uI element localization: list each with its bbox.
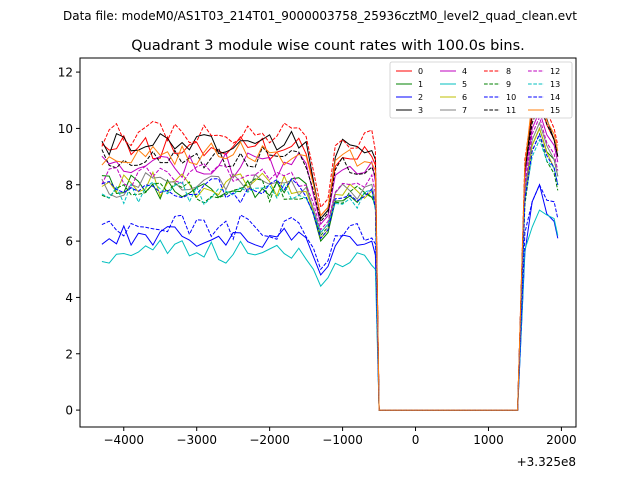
y-tick-label: 4: [65, 291, 73, 305]
legend-label: 0: [418, 67, 423, 76]
x-tick-label: −3000: [176, 433, 217, 447]
legend-label: 2: [418, 93, 423, 102]
legend-label: 1: [418, 80, 423, 89]
series-line-9: [101, 132, 559, 411]
series-line-6: [101, 126, 559, 411]
legend-label: 9: [506, 80, 511, 89]
y-tick-label: 12: [58, 66, 73, 80]
legend-label: 11: [506, 106, 516, 115]
legend-label: 14: [550, 93, 560, 102]
legend-label: 10: [506, 93, 516, 102]
legend-label: 5: [462, 80, 467, 89]
series-line-5: [101, 209, 559, 411]
y-tick-label: 8: [65, 178, 73, 192]
series-line-11: [101, 104, 559, 411]
y-axis: 0 2 4 6 8 10 12: [58, 66, 80, 418]
series-line-15: [101, 81, 559, 411]
legend-label: 3: [418, 106, 423, 115]
legend-label: 4: [462, 67, 467, 76]
x-tick-label: 1000: [473, 433, 504, 447]
legend-label: 8: [506, 67, 511, 76]
y-tick-label: 10: [58, 122, 73, 136]
legend-box: [389, 61, 573, 119]
legend-label: 12: [550, 67, 560, 76]
series-line-7: [101, 121, 559, 411]
y-tick-label: 2: [65, 347, 73, 361]
chart-title: Quadrant 3 module wise count rates with …: [131, 38, 525, 54]
x-tick-label: 0: [412, 433, 420, 447]
legend-label: 13: [550, 80, 560, 89]
series-layer: [101, 81, 559, 411]
legend-label: 15: [550, 106, 560, 115]
x-tick-label: −1000: [322, 433, 363, 447]
series-line-1: [101, 126, 559, 411]
series-line-3: [101, 93, 559, 411]
chart-suptitle: Data file: modeM0/AS1T03_214T01_90000037…: [63, 9, 577, 23]
x-axis: −4000 −3000 −2000 −1000 0 1000 2000: [103, 427, 577, 447]
x-tick-label: −2000: [249, 433, 290, 447]
x-tick-label: 2000: [546, 433, 577, 447]
y-tick-label: 6: [65, 235, 73, 249]
series-line-14: [101, 132, 559, 411]
plot-area: [79, 57, 577, 428]
series-line-8: [101, 90, 559, 411]
legend-label: 7: [462, 106, 467, 115]
legend-label: 6: [462, 93, 467, 102]
plot-frame: [79, 57, 577, 428]
x-offset-label: +3.325e8: [517, 455, 576, 469]
x-tick-label: −4000: [103, 433, 144, 447]
y-tick-label: 0: [65, 404, 73, 418]
